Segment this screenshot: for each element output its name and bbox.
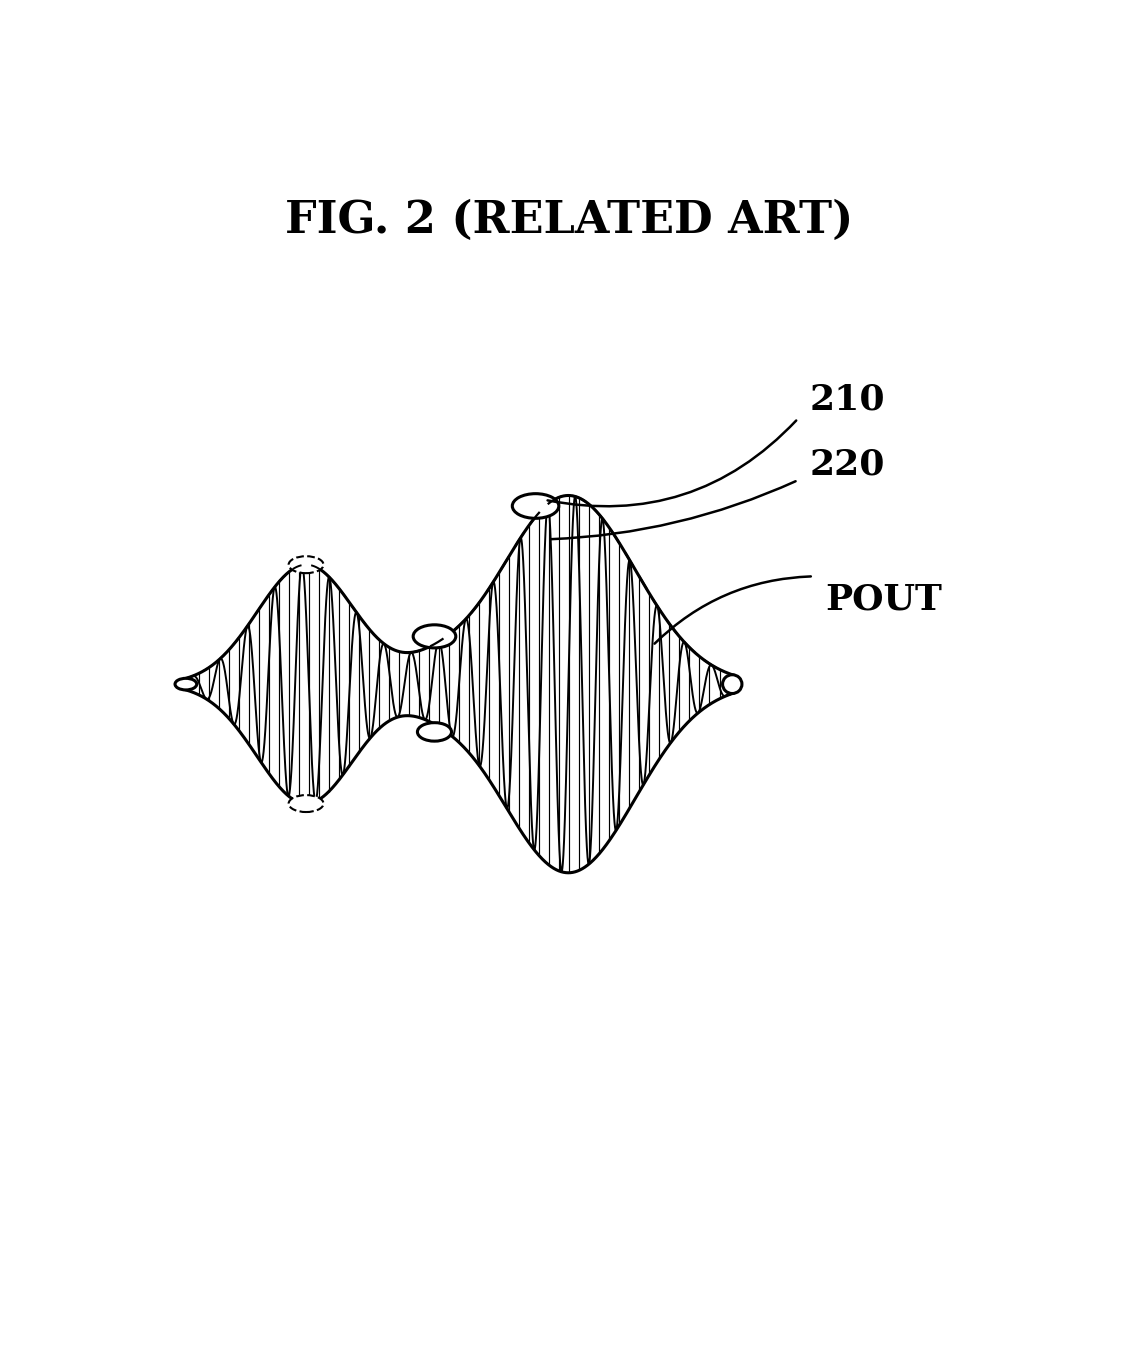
Text: 220: 220 — [810, 448, 885, 482]
Ellipse shape — [723, 674, 741, 693]
Ellipse shape — [289, 556, 323, 573]
Ellipse shape — [175, 678, 197, 689]
Text: POUT: POUT — [825, 582, 942, 616]
Ellipse shape — [414, 624, 456, 647]
Text: 210: 210 — [810, 383, 886, 417]
Ellipse shape — [512, 494, 559, 518]
Ellipse shape — [417, 723, 452, 741]
Ellipse shape — [289, 795, 323, 811]
Text: FIG. 2 (RELATED ART): FIG. 2 (RELATED ART) — [285, 199, 854, 242]
